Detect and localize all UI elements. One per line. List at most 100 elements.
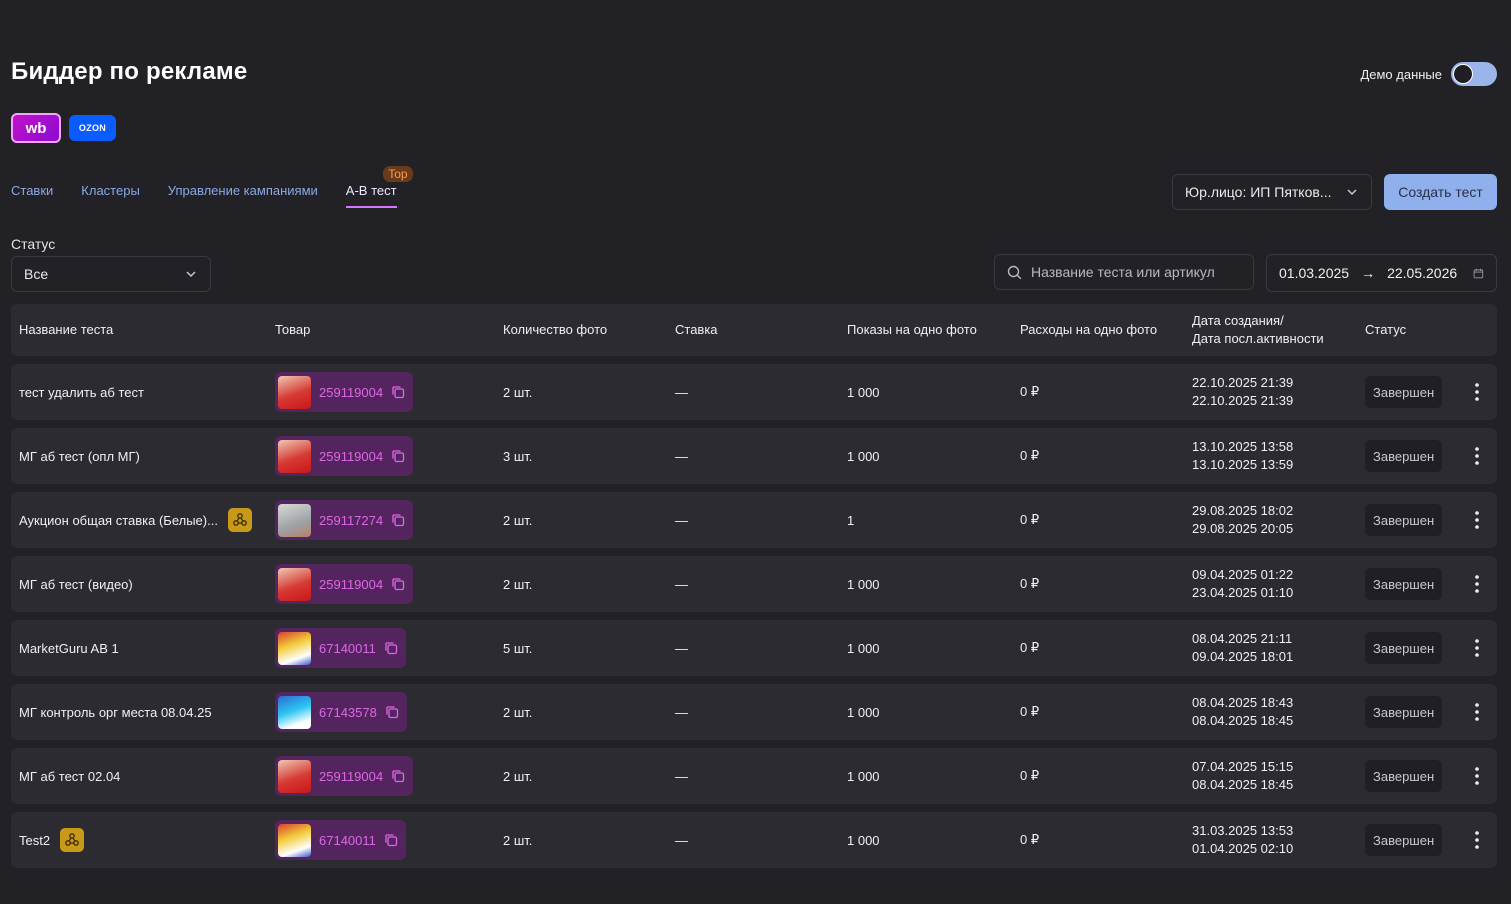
col-dates[interactable]: Дата создания/ Дата посл.активности bbox=[1192, 304, 1324, 356]
demo-data-label: Демо данные bbox=[1360, 66, 1442, 82]
status-badge: Завершен bbox=[1365, 568, 1443, 600]
created-date: 08.04.2025 21:11 bbox=[1192, 631, 1293, 646]
created-date: 09.04.2025 01:22 bbox=[1192, 567, 1294, 582]
product-chip[interactable]: 259117274 bbox=[275, 500, 414, 540]
more-options-icon[interactable] bbox=[1465, 748, 1489, 804]
dates-cell: 07.04.2025 15:15 08.04.2025 18:45 bbox=[1192, 748, 1293, 804]
table-row[interactable]: Аукцион общая ставка (Белые)... 259117274… bbox=[11, 492, 1497, 548]
product-article: 259119004 bbox=[319, 768, 384, 784]
created-date: 29.08.2025 18:02 bbox=[1192, 503, 1294, 518]
last-activity-date: 09.04.2025 18:01 bbox=[1192, 649, 1294, 664]
copy-icon[interactable] bbox=[391, 385, 405, 399]
status-filter-select[interactable]: Все bbox=[11, 256, 211, 292]
demo-data-toggle[interactable] bbox=[1451, 62, 1497, 86]
search-icon bbox=[1007, 265, 1022, 279]
date-from: 01.03.2025 bbox=[1279, 265, 1350, 281]
marketplace-wb-button[interactable]: wb bbox=[11, 113, 61, 143]
copy-icon[interactable] bbox=[391, 449, 405, 463]
product-thumbnail bbox=[278, 375, 311, 409]
product-thumbnail bbox=[278, 631, 311, 665]
col-spend[interactable]: Расходы на одно фото bbox=[1020, 322, 1158, 337]
more-options-icon[interactable] bbox=[1465, 556, 1489, 612]
col-views[interactable]: Показы на одно фото bbox=[847, 322, 977, 337]
col-product[interactable]: Товар bbox=[275, 322, 311, 337]
more-options-icon[interactable] bbox=[1465, 812, 1489, 868]
bid-value: — bbox=[675, 384, 688, 400]
create-test-button[interactable]: Создать тест bbox=[1384, 174, 1497, 210]
chevron-down-icon bbox=[1347, 189, 1357, 196]
col-bid[interactable]: Ставка bbox=[675, 322, 718, 337]
table-row[interactable]: MarketGuru AB 1 67140011 5 шт. — 1 000 0 ₽ 08.… bbox=[11, 620, 1497, 676]
more-options-icon[interactable] bbox=[1465, 428, 1489, 484]
test-name: МГ аб тест 02.04 bbox=[19, 768, 121, 784]
product-chip[interactable]: 259119004 bbox=[275, 436, 414, 476]
test-name-cell: MarketGuru AB 1 bbox=[19, 620, 119, 676]
spend-value: 0 ₽ bbox=[1020, 640, 1040, 655]
views-value: 1 000 bbox=[847, 704, 880, 720]
dates-cell: 08.04.2025 18:43 08.04.2025 18:45 bbox=[1192, 684, 1293, 740]
created-date: 08.04.2025 18:43 bbox=[1192, 695, 1294, 710]
date-range-picker[interactable]: 01.03.2025 → 22.05.2026 bbox=[1266, 254, 1497, 292]
test-name: тест удалить аб тест bbox=[19, 384, 144, 400]
product-article: 259119004 bbox=[319, 576, 384, 592]
date-to: 22.05.2026 bbox=[1387, 265, 1458, 281]
copy-icon[interactable] bbox=[384, 833, 398, 847]
dates-cell: 08.04.2025 21:11 09.04.2025 18:01 bbox=[1192, 620, 1293, 676]
product-chip[interactable]: 259119004 bbox=[275, 564, 414, 604]
table-row[interactable]: МГ аб тест (видео) 259119004 2 шт. — 1 000 0 … bbox=[11, 556, 1497, 612]
test-name: МГ контроль орг места 08.04.25 bbox=[19, 704, 212, 720]
test-name: Аукцион общая ставка (Белые)... bbox=[19, 512, 218, 528]
status-badge: Завершен bbox=[1365, 696, 1443, 728]
more-options-icon[interactable] bbox=[1465, 364, 1489, 420]
views-value: 1 000 bbox=[847, 640, 880, 656]
col-photo-count[interactable]: Количество фото bbox=[503, 322, 608, 337]
test-name-cell: тест удалить аб тест bbox=[19, 364, 144, 420]
marketplace-ozon-button[interactable]: OZON bbox=[69, 115, 116, 141]
status-badge: Завершен bbox=[1365, 824, 1443, 856]
product-chip[interactable]: 67140011 bbox=[275, 820, 406, 860]
copy-icon[interactable] bbox=[385, 705, 399, 719]
table-row[interactable]: МГ контроль орг места 08.04.25 67143578 2 … bbox=[11, 684, 1497, 740]
more-options-icon[interactable] bbox=[1465, 684, 1489, 740]
product-article: 259119004 bbox=[319, 384, 384, 400]
copy-icon[interactable] bbox=[391, 577, 405, 591]
product-chip[interactable]: 259119004 bbox=[275, 372, 414, 412]
table-row[interactable]: тест удалить аб тест 259119004 2 шт. — 1 000… bbox=[11, 364, 1497, 420]
col-dates-line1: Дата создания/ bbox=[1192, 313, 1284, 328]
table-row[interactable]: МГ аб тест (опл МГ) 259119004 3 шт. — 1 000 0… bbox=[11, 428, 1497, 484]
col-status[interactable]: Статус bbox=[1365, 322, 1407, 337]
product-chip[interactable]: 259119004 bbox=[275, 756, 414, 796]
bid-value: — bbox=[675, 576, 688, 592]
test-name: Test2 bbox=[19, 832, 51, 848]
product-thumbnail bbox=[278, 503, 311, 537]
legal-entity-select[interactable]: Юр.лицо: ИП Пятков... bbox=[1172, 174, 1372, 210]
status-filter-label: Статус bbox=[11, 236, 56, 252]
more-options-icon[interactable] bbox=[1465, 492, 1489, 548]
col-name[interactable]: Название теста bbox=[19, 322, 114, 337]
test-name-cell: МГ аб тест (видео) bbox=[19, 556, 133, 612]
tab-bids[interactable]: Ставки bbox=[11, 183, 54, 198]
table-header: Название теста Товар Количество фото Ста… bbox=[11, 304, 1497, 356]
copy-icon[interactable] bbox=[384, 641, 398, 655]
table-row[interactable]: МГ аб тест 02.04 259119004 2 шт. — 1 000 0 ₽ 0… bbox=[11, 748, 1497, 804]
table-row[interactable]: Test2 67140011 2 шт. — 1 000 0 ₽ 31.03.2025 13… bbox=[11, 812, 1497, 868]
dates-cell: 22.10.2025 21:39 22.10.2025 21:39 bbox=[1192, 364, 1293, 420]
tab-ab-test[interactable]: A-B тест Top bbox=[345, 166, 413, 208]
views-value: 1 000 bbox=[847, 384, 880, 400]
search-input[interactable] bbox=[1031, 264, 1241, 280]
tab-ab-test-label: A-B тест bbox=[345, 183, 397, 198]
bid-value: — bbox=[675, 704, 688, 720]
product-chip[interactable]: 67140011 bbox=[275, 628, 406, 668]
product-thumbnail bbox=[278, 823, 311, 857]
more-options-icon[interactable] bbox=[1465, 620, 1489, 676]
copy-icon[interactable] bbox=[391, 769, 405, 783]
spend-value: 0 ₽ bbox=[1020, 832, 1040, 847]
tab-clusters[interactable]: Кластеры bbox=[81, 183, 140, 198]
tab-campaigns[interactable]: Управление кампаниями bbox=[167, 183, 318, 198]
product-chip[interactable]: 67143578 bbox=[275, 692, 407, 732]
copy-icon[interactable] bbox=[391, 513, 405, 527]
product-thumbnail bbox=[278, 567, 311, 601]
created-date: 22.10.2025 21:39 bbox=[1192, 375, 1294, 390]
photo-count: 2 шт. bbox=[503, 512, 533, 528]
spend-value: 0 ₽ bbox=[1020, 512, 1040, 527]
